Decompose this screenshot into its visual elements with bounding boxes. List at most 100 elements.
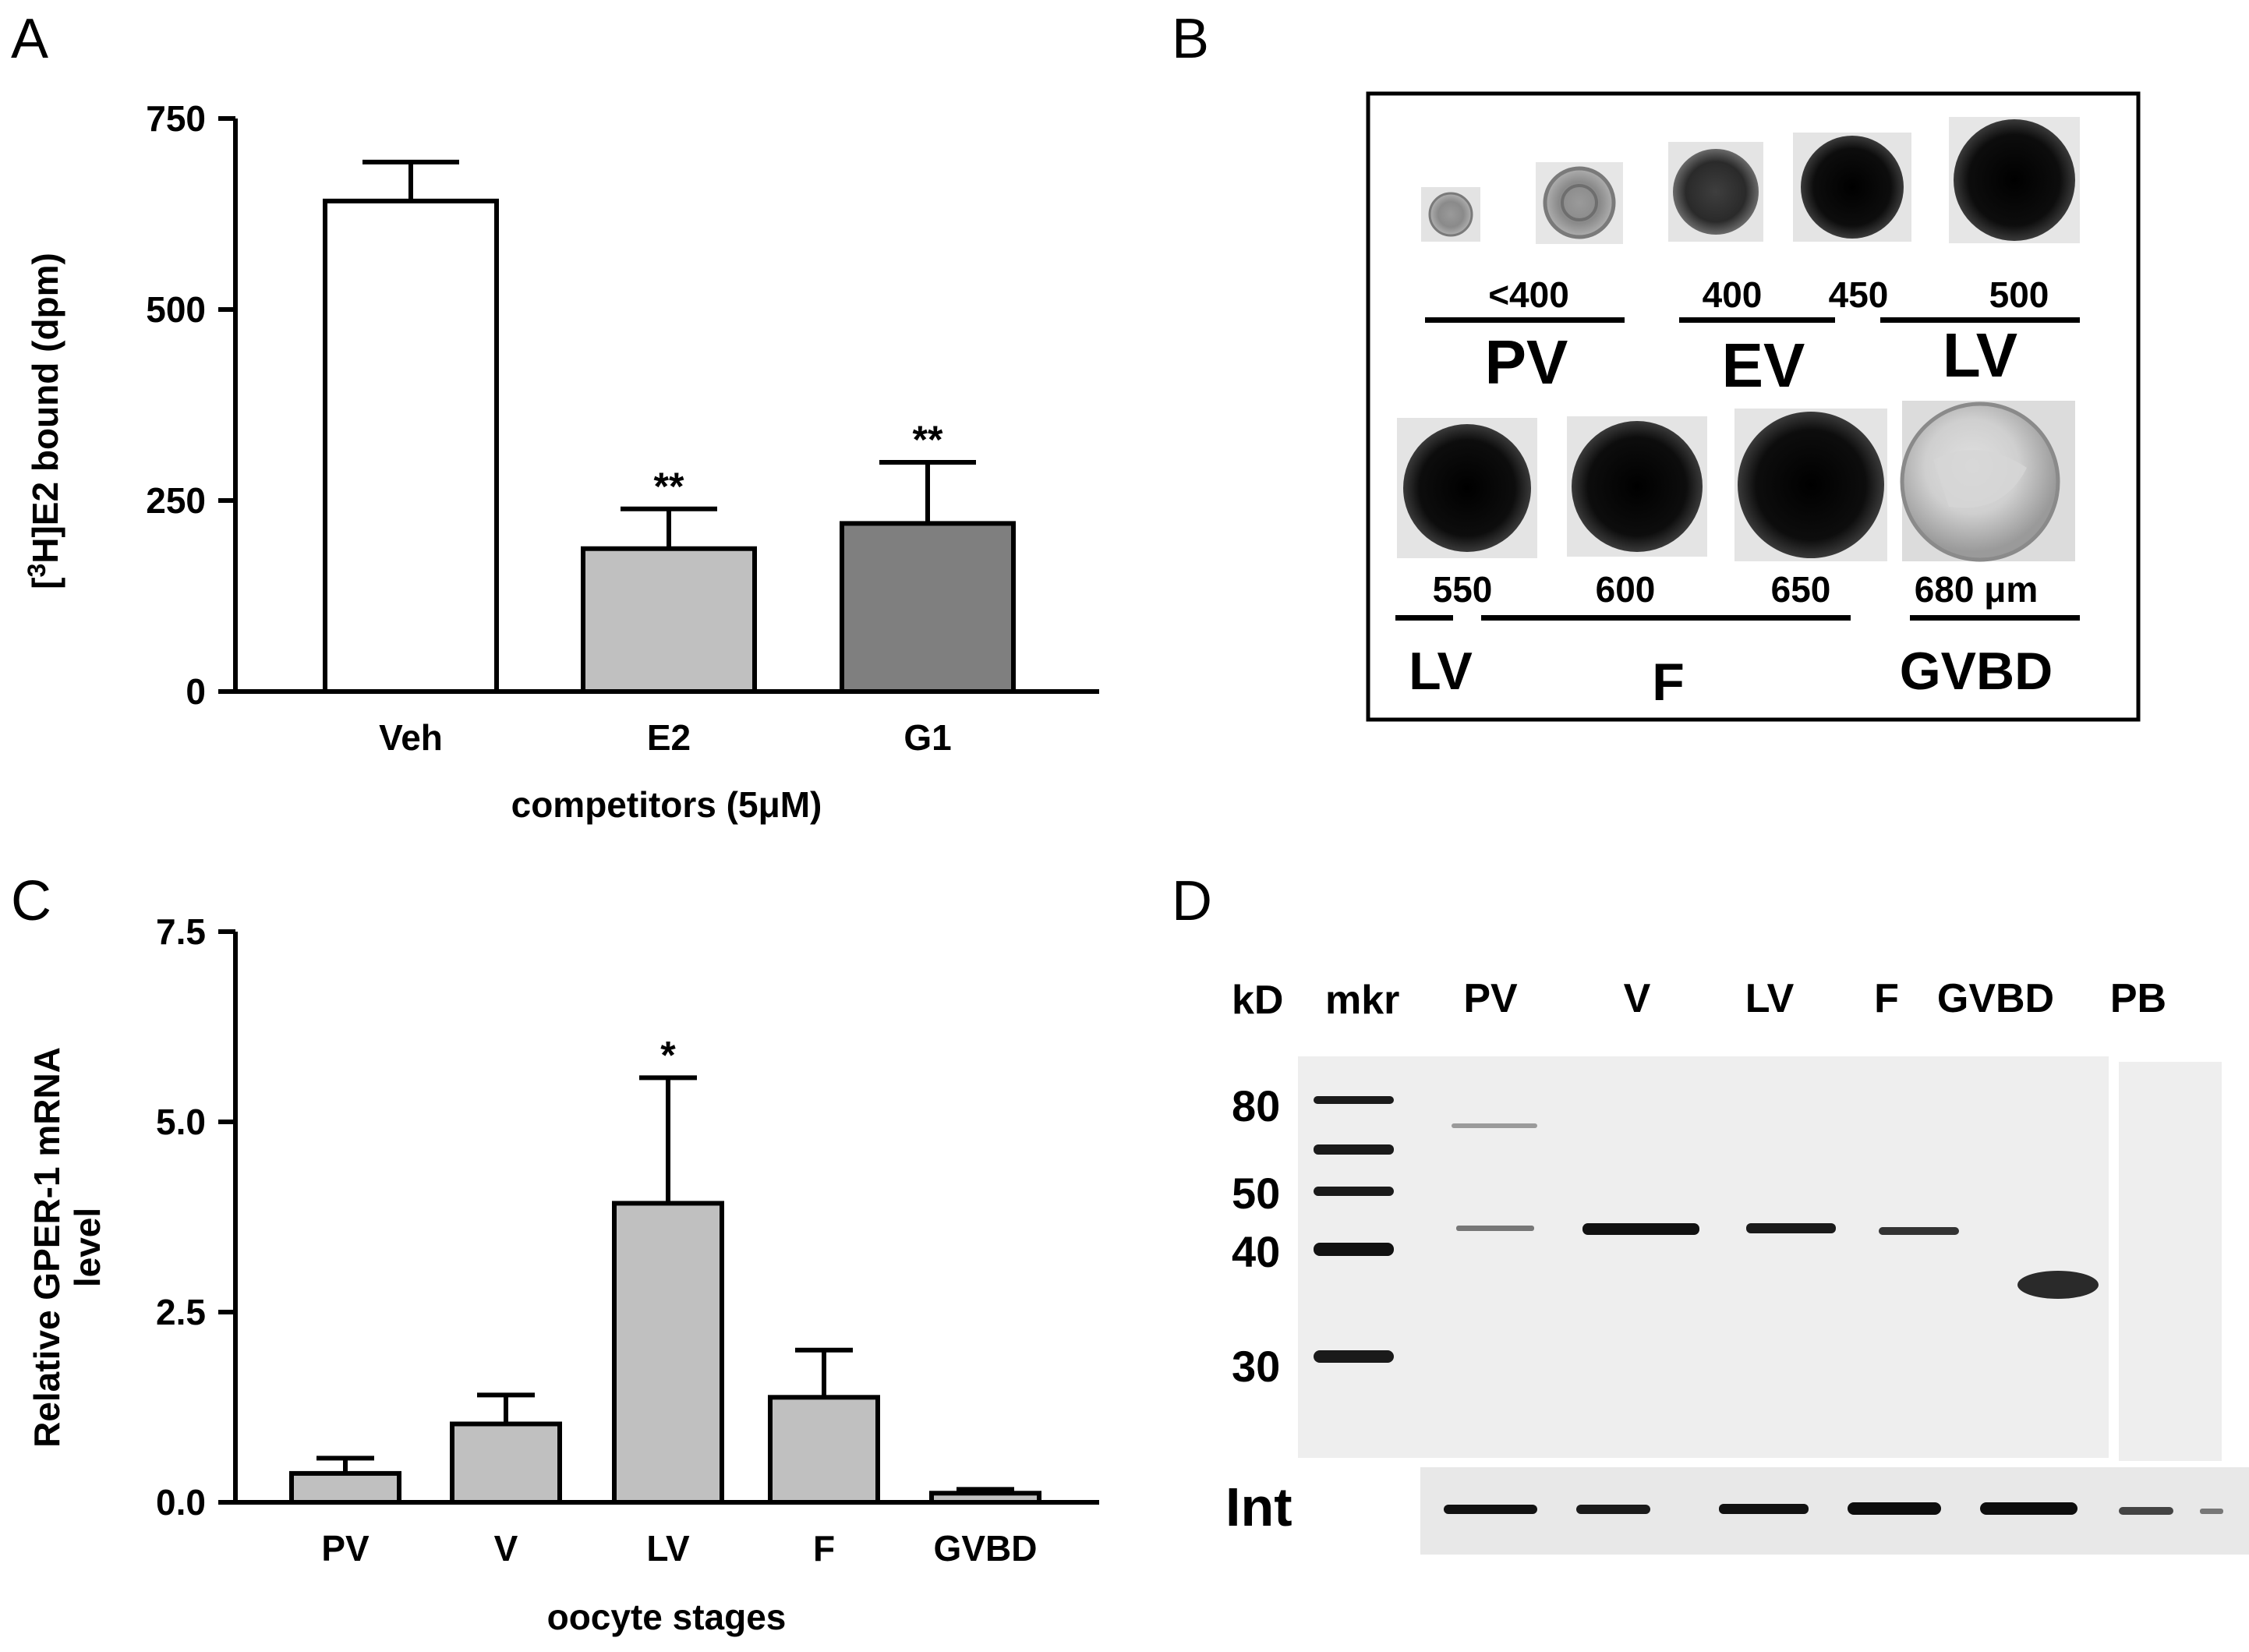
panel-a-bar <box>323 198 499 694</box>
lane-label: LV <box>1745 976 1795 1021</box>
panel-a-bar <box>581 546 757 694</box>
panel-c-bar <box>289 1470 401 1505</box>
panel-a: A [3H]E2 bound (dpm) 0 250 500 750 Veh E2 ** G1… <box>11 8 1099 825</box>
panel-c-x-axis-label: oocyte stages <box>547 1597 787 1637</box>
protein-band <box>1452 1123 1537 1128</box>
panel-c-y-tick-label: 0.0 <box>156 1482 206 1523</box>
oocyte-image <box>1536 162 1623 244</box>
oocyte-image <box>1397 418 1537 558</box>
marker-value: 40 <box>1232 1227 1280 1276</box>
loading-control-band <box>1576 1505 1650 1514</box>
panel-a-category-label: E2 <box>647 717 691 758</box>
mkr-label: mkr <box>1325 978 1399 1023</box>
size-label: <400 <box>1488 274 1569 315</box>
stage-range-line <box>1910 615 2080 621</box>
panel-b: B <400 400 450 500 <box>1172 8 2141 722</box>
protein-band <box>2017 1271 2099 1299</box>
panel-a-significance-label: ** <box>913 418 943 462</box>
panel-a-plot: 0 250 500 750 Veh E2 ** G1 ** <box>146 98 1099 758</box>
loading-control-band <box>1980 1502 2077 1515</box>
panel-a-letter: A <box>11 8 48 70</box>
stage-range-line <box>1481 615 1851 621</box>
panel-a-y-tick-label: 250 <box>146 480 206 521</box>
panel-c-bar <box>450 1421 562 1505</box>
marker-value: 50 <box>1232 1169 1280 1218</box>
oocyte-image <box>1900 401 2075 562</box>
panel-d: D kD mkr PV V LV F GVBD PB 80 50 40 30 I… <box>1172 870 2249 1555</box>
panel-d-letter: D <box>1172 870 1212 932</box>
panel-c-category-label: F <box>813 1528 835 1569</box>
panel-c-letter: C <box>11 870 51 932</box>
panel-c-bar <box>929 1491 1041 1505</box>
size-label: 500 <box>1989 274 2049 315</box>
marker-band <box>1314 1350 1394 1363</box>
protein-band <box>1879 1227 1959 1235</box>
oocyte-image <box>1567 416 1707 557</box>
marker-band <box>1314 1187 1394 1196</box>
stage-label: EV <box>1722 331 1805 400</box>
stage-range-line <box>1679 317 1835 323</box>
panel-c-significance-label: * <box>660 1033 676 1077</box>
panel-c-category-label: PV <box>321 1528 370 1569</box>
stage-range-line <box>1880 317 2080 323</box>
western-blot-main <box>1298 1056 2109 1458</box>
panel-c-y-tick-label: 5.0 <box>156 1102 206 1142</box>
marker-value: 80 <box>1232 1081 1280 1130</box>
oocyte-image <box>1949 117 2080 243</box>
stage-range-line <box>1395 615 1453 621</box>
size-label: 400 <box>1703 274 1763 315</box>
oocyte-image <box>1668 142 1763 242</box>
protein-band <box>1456 1226 1534 1231</box>
size-label: 450 <box>1829 274 1889 315</box>
panel-b-letter: B <box>1172 8 1209 70</box>
panel-c-bar <box>768 1395 880 1505</box>
panel-a-y-tick-label: 500 <box>146 289 206 330</box>
panel-a-significance-label: ** <box>654 465 684 508</box>
size-label: 680 μm <box>1915 569 2039 610</box>
panel-c-plot: 0.0 2.5 5.0 7.5 PV V LV * F GVBD <box>156 911 1099 1569</box>
loading-control-band <box>1444 1505 1537 1514</box>
lane-label: PV <box>1463 976 1518 1021</box>
marker-band <box>1314 1243 1394 1256</box>
panel-c-category-label: GVBD <box>934 1528 1038 1569</box>
int-label: Int <box>1225 1477 1292 1537</box>
loading-control-blot <box>1420 1467 2249 1555</box>
lane-label: F <box>1874 976 1899 1021</box>
panel-c-y-tick-label: 7.5 <box>156 911 206 952</box>
panel-a-x-axis-label: competitors (5μM) <box>511 784 822 825</box>
panel-c-y-tick-label: 2.5 <box>156 1292 206 1332</box>
loading-control-band <box>1719 1504 1809 1514</box>
panel-c: C Relative GPER-1 mRNAlevel 0.0 2.5 5.0 7.5… <box>11 870 1099 1637</box>
protein-band <box>1746 1223 1836 1233</box>
size-label: 550 <box>1433 569 1493 610</box>
size-label: 600 <box>1596 569 1656 610</box>
panel-a-y-axis-label: [3H]E2 bound (dpm) <box>23 253 65 589</box>
loading-control-band <box>1848 1502 1941 1515</box>
panel-c-bar <box>612 1201 724 1505</box>
panel-c-y-axis-label: Relative GPER-1 mRNAlevel <box>27 1047 108 1448</box>
protein-band <box>1582 1223 1699 1235</box>
oocyte-image <box>1734 409 1887 561</box>
stage-label: F <box>1652 653 1685 712</box>
size-label: 650 <box>1771 569 1831 610</box>
panel-a-y-tick-label: 0 <box>186 671 206 712</box>
panel-a-bar <box>840 521 1016 695</box>
kd-label: kD <box>1232 978 1283 1023</box>
stage-range-line <box>1425 317 1625 323</box>
stage-label: LV <box>1409 642 1473 701</box>
lane-label: GVBD <box>1937 976 2054 1021</box>
loading-control-band <box>2200 1509 2223 1514</box>
panel-c-category-label: V <box>494 1528 518 1569</box>
lane-label: PB <box>2110 976 2166 1021</box>
panel-a-category-label: Veh <box>379 717 443 758</box>
oocyte-image <box>1793 133 1911 242</box>
marker-band <box>1314 1144 1394 1155</box>
marker-value: 30 <box>1232 1342 1280 1391</box>
panel-a-y-tick-label: 750 <box>146 98 206 139</box>
oocyte-image <box>1421 187 1480 242</box>
loading-control-band <box>2119 1507 2173 1515</box>
marker-band <box>1314 1096 1394 1104</box>
panel-a-category-label: G1 <box>903 717 951 758</box>
stage-label: GVBD <box>1900 642 2053 701</box>
